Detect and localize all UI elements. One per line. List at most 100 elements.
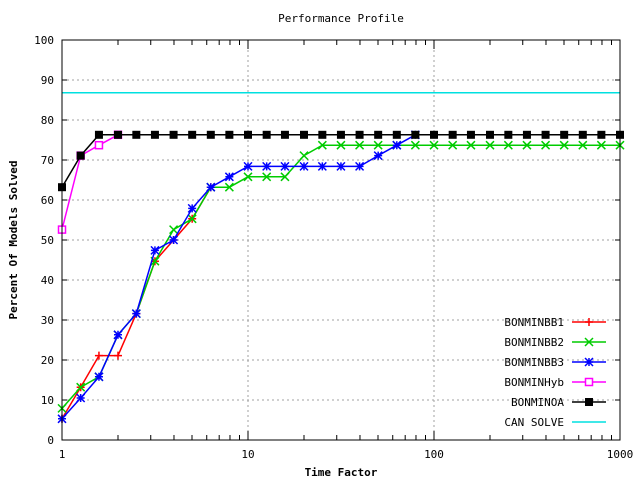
data-point [578, 140, 588, 150]
data-point [597, 130, 606, 139]
series-bonminbb3 [57, 130, 420, 424]
data-point [448, 140, 458, 150]
x-tick-label: 1 [59, 448, 66, 461]
data-point [411, 130, 420, 139]
x-tick-label: 1000 [607, 448, 634, 461]
data-point [187, 203, 197, 213]
y-tick-label: 70 [41, 154, 54, 167]
data-point [541, 140, 551, 150]
y-tick-label: 10 [41, 394, 54, 407]
data-point [559, 140, 569, 150]
y-tick-label: 40 [41, 274, 54, 287]
data-point [503, 140, 513, 150]
data-point [150, 245, 160, 255]
y-tick-label: 90 [41, 74, 54, 87]
data-point [262, 161, 272, 171]
data-point [280, 161, 290, 171]
data-point [76, 393, 86, 403]
data-point [131, 309, 141, 319]
data-point [355, 140, 365, 150]
legend-entry: BONMINBB3 [504, 356, 606, 369]
data-point [94, 130, 103, 139]
data-point [466, 130, 475, 139]
data-point [187, 214, 197, 224]
data-point [584, 337, 594, 347]
data-point [410, 140, 420, 150]
legend-entry: BONMINOA [511, 396, 606, 409]
series-bonminbb2 [57, 140, 625, 413]
data-point [392, 130, 401, 139]
data-point [113, 351, 122, 360]
legend-label: BONMINBB3 [504, 356, 564, 369]
data-point [336, 161, 346, 171]
data-point [584, 357, 594, 367]
data-point [169, 235, 179, 245]
legend-entry: BONMINBB1 [504, 316, 606, 329]
data-point [584, 377, 594, 387]
data-point [522, 140, 532, 150]
data-point [373, 151, 383, 161]
data-point [541, 130, 550, 139]
data-point [448, 130, 457, 139]
legend-label: BONMINBB2 [504, 336, 564, 349]
data-point [560, 130, 569, 139]
data-point [585, 398, 593, 406]
data-point [94, 372, 104, 382]
data-point [113, 330, 123, 340]
data-point [224, 182, 234, 192]
y-tick-label: 30 [41, 314, 54, 327]
data-point [150, 130, 159, 139]
data-point [225, 130, 234, 139]
series-bonminoa [58, 130, 624, 192]
data-point [94, 351, 103, 360]
data-point [94, 140, 104, 150]
data-point [299, 130, 308, 139]
data-point [355, 161, 365, 171]
legend-entry: CAN SOLVE [504, 416, 606, 429]
legend-entry: BONMINHyb [504, 376, 606, 389]
data-point [336, 140, 346, 150]
legend-label: CAN SOLVE [504, 416, 564, 429]
data-point [318, 130, 327, 139]
data-point [317, 161, 327, 171]
y-tick-label: 50 [41, 234, 54, 247]
data-point [485, 130, 494, 139]
data-point [243, 161, 253, 171]
x-tick-label: 100 [424, 448, 444, 461]
legend-label: BONMINOA [511, 396, 564, 409]
data-point [373, 140, 383, 150]
data-point [188, 130, 197, 139]
data-point [504, 130, 513, 139]
data-point [206, 182, 216, 192]
legend-label: BONMINBB1 [504, 316, 564, 329]
data-point [374, 130, 383, 139]
data-point [429, 140, 439, 150]
data-point [430, 130, 438, 139]
data-point [336, 130, 345, 139]
data-point [299, 161, 309, 171]
data-point [262, 172, 272, 182]
data-point [206, 130, 215, 139]
data-point [299, 151, 309, 161]
data-point [280, 172, 290, 182]
data-point [244, 130, 252, 139]
data-point [76, 382, 86, 392]
data-point [485, 140, 495, 150]
chart-title: Performance Profile [278, 12, 404, 25]
x-tick-label: 10 [241, 448, 254, 461]
data-point [224, 172, 234, 182]
data-point [243, 172, 253, 182]
data-point [596, 140, 606, 150]
legend-label: BONMINHyb [504, 376, 564, 389]
data-point [522, 130, 531, 139]
legend: BONMINBB1 BONMINBB2 BONMINBB3 BONMINHyb BONM… [504, 316, 606, 429]
y-tick-label: 0 [47, 434, 54, 447]
grid-layer [62, 40, 620, 440]
data-point [355, 130, 364, 139]
data-point [132, 130, 141, 139]
legend-entry: BONMINBB2 [504, 336, 606, 349]
data-point [466, 140, 476, 150]
